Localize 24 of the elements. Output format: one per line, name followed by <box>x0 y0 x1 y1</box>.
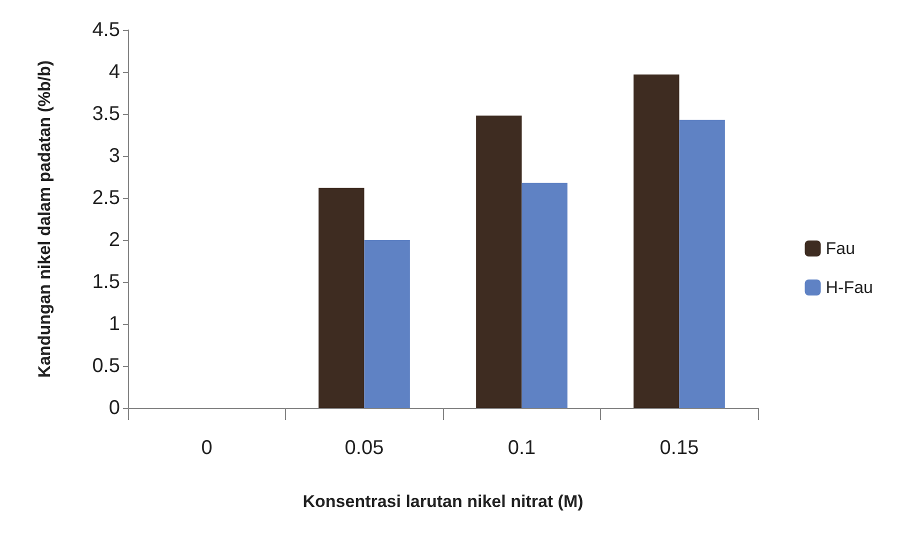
x-tick-label: 0.1 <box>508 437 536 459</box>
y-tick-label: 0 <box>108 397 120 419</box>
x-tick-label: 0.15 <box>660 437 699 459</box>
y-tick-label: 2.5 <box>92 187 120 209</box>
x-axis-title: Konsentrasi larutan nikel nitrat (M) <box>302 492 584 511</box>
y-tick-label: 3 <box>108 145 120 167</box>
y-tick-label: 0.5 <box>92 355 120 377</box>
y-axis-title: Kandungan nikel dalam padatan (%b/b) <box>35 60 54 378</box>
legend-label: H-Fau <box>826 278 874 297</box>
bar <box>679 120 725 408</box>
x-tick-label: 0 <box>201 437 212 459</box>
y-tick-label: 4 <box>108 61 120 83</box>
y-tick-label: 4.5 <box>92 19 120 41</box>
x-tick-label: 0.05 <box>344 437 384 459</box>
bar <box>634 74 680 408</box>
bar <box>522 182 568 408</box>
y-tick-label: 1 <box>108 313 120 335</box>
bar <box>318 188 364 408</box>
bar <box>476 116 522 408</box>
legend-label: Fau <box>826 239 856 258</box>
y-tick-label: 1.5 <box>92 271 120 293</box>
y-tick-label: 2 <box>108 229 120 251</box>
bar <box>364 240 410 408</box>
y-tick-label: 3.5 <box>92 103 120 125</box>
